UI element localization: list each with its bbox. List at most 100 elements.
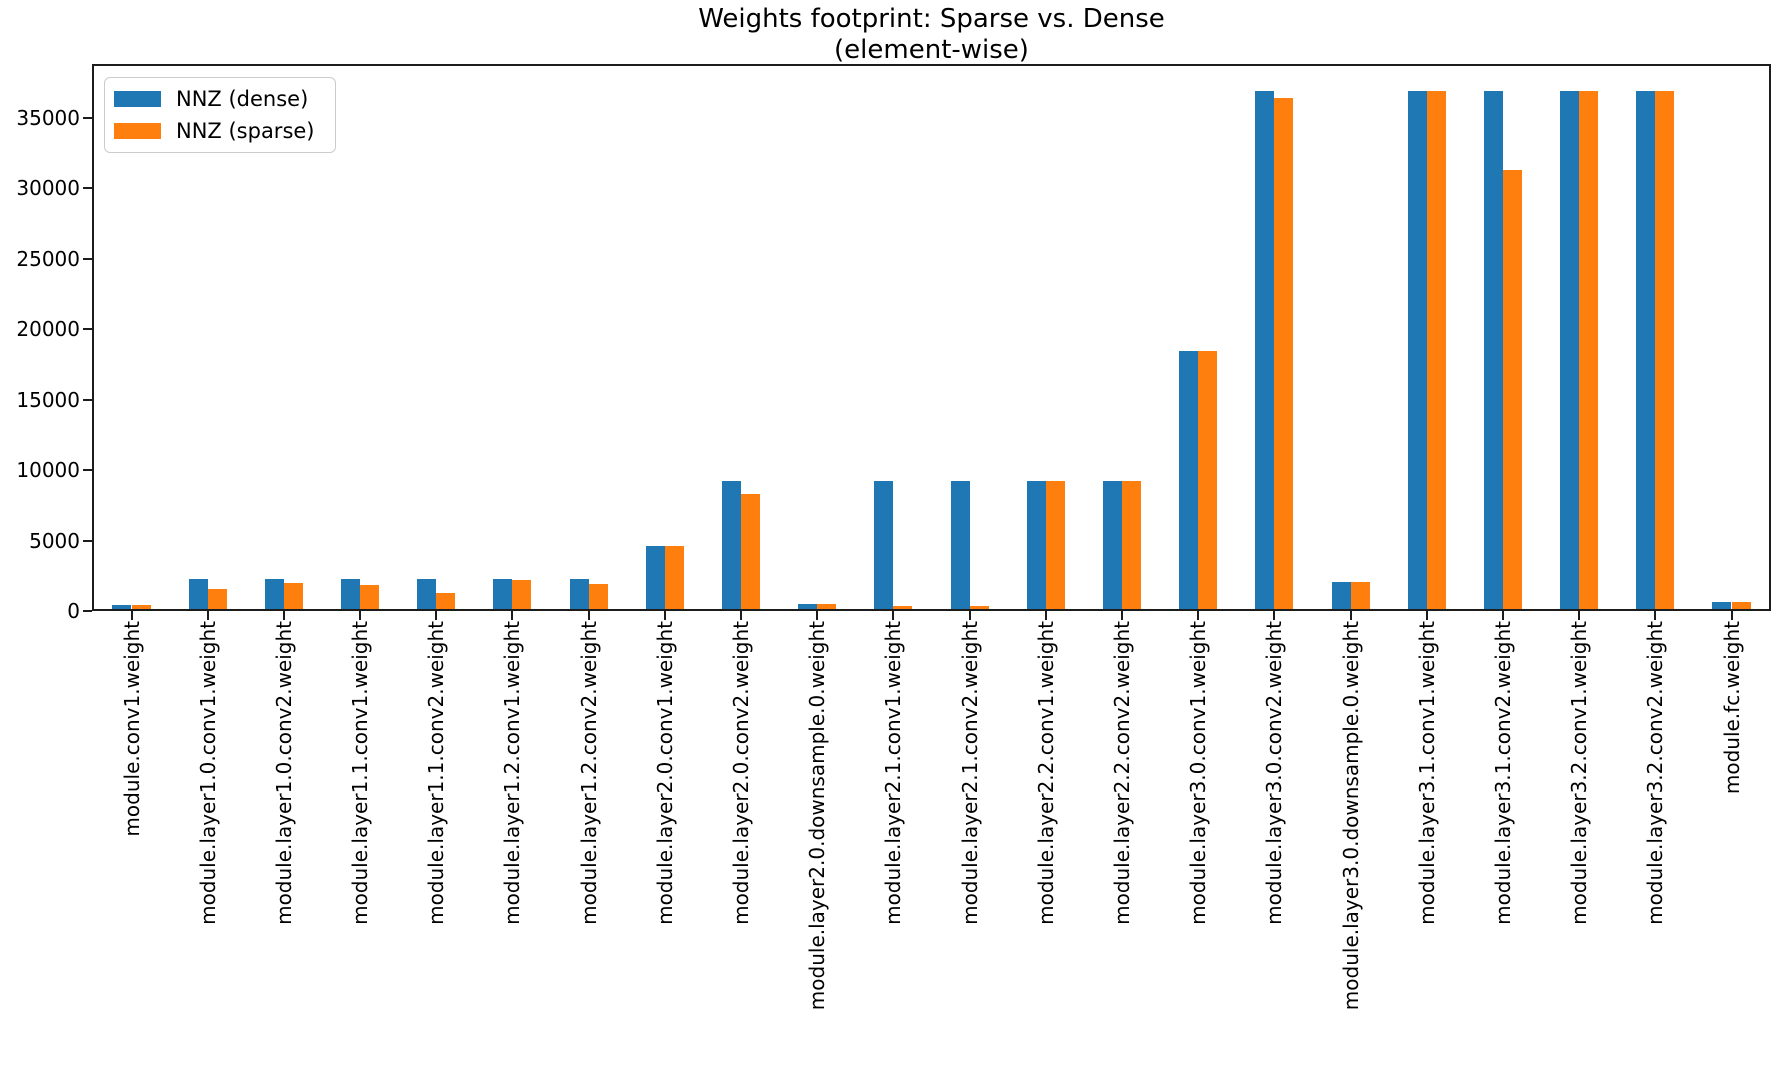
chart-title: Weights footprint: Sparse vs. Dense (ele… [92,4,1771,66]
x-tick-label: module.layer3.0.conv2.weight [1262,621,1287,925]
x-tick-mark [206,611,209,620]
y-tick-label: 35000 [16,105,80,130]
x-tick-mark [1425,611,1428,620]
x-tick-label: module.layer2.0.downsample.0.weight [805,621,830,1011]
legend-label-sparse: NNZ (sparse) [176,119,315,143]
bar-sparse-7 [664,546,684,611]
x-tick-label: module.layer1.0.conv1.weight [195,621,220,925]
x-tick-mark [892,611,895,620]
bar-sparse-11 [969,606,989,611]
y-tick-mark [83,610,92,612]
y-tick-label: 5000 [29,528,80,553]
x-tick-mark [1120,611,1123,620]
x-tick-label: module.layer1.2.conv2.weight [576,621,601,925]
bar-sparse-16 [1350,582,1370,611]
bar-dense-10 [874,481,894,611]
x-tick-label: module.fc.weight [1719,621,1744,795]
bar-dense-9 [798,603,818,611]
y-tick-label: 20000 [16,317,80,342]
bar-sparse-19 [1579,91,1599,611]
y-tick-label: 0 [67,599,80,623]
bar-dense-8 [721,481,742,611]
x-tick-mark [740,611,743,620]
x-tick-mark [1730,611,1733,620]
x-tick-mark [587,611,590,620]
legend-row-sparse: NNZ (sparse) [114,120,315,142]
x-tick-label: module.layer2.1.conv2.weight [957,621,982,925]
y-tick-mark [83,116,92,119]
x-tick-label: module.layer2.0.conv2.weight [729,621,754,925]
bar-sparse-9 [817,603,837,611]
bar-sparse-15 [1274,97,1294,611]
legend-swatch-sparse [114,123,161,139]
bar-dense-15 [1255,91,1275,611]
y-tick-mark [83,539,92,542]
bar-sparse-14 [1198,351,1218,611]
bar-dense-19 [1560,91,1580,611]
x-tick-mark [1273,611,1276,620]
x-tick-mark [663,611,666,620]
x-tick-mark [816,611,819,620]
y-tick-mark [83,328,92,331]
x-tick-label: module.layer3.2.conv1.weight [1567,621,1592,925]
y-tick-mark [83,187,92,190]
x-tick-label: module.conv1.weight [119,621,144,837]
x-tick-mark [1044,611,1047,620]
bar-dense-16 [1331,582,1351,611]
y-tick-mark [83,469,92,472]
legend-label-dense: NNZ (dense) [176,87,309,111]
legend-row-dense: NNZ (dense) [114,88,315,110]
bar-dense-13 [1102,481,1122,611]
bar-dense-5 [493,578,513,611]
bar-sparse-1 [207,589,227,611]
legend-swatch-dense [114,91,161,107]
x-tick-mark [1349,611,1352,620]
bar-dense-20 [1636,91,1656,611]
chart-title-line2: (element-wise) [834,35,1029,65]
x-tick-label: module.layer1.1.conv2.weight [424,621,449,925]
y-tick-label: 30000 [16,176,80,201]
bar-dense-6 [569,578,589,611]
bar-sparse-2 [283,582,303,611]
bar-sparse-5 [512,580,532,611]
y-tick-mark [83,257,92,260]
x-tick-label: module.layer3.2.conv2.weight [1643,621,1668,925]
bar-sparse-8 [741,494,761,611]
x-tick-label: module.layer3.1.conv2.weight [1490,621,1515,925]
plot-area: 0 5000 10000 15000 20000 25000 30000 35000 modul… [16,64,1771,1010]
bar-sparse-21 [1731,601,1751,611]
y-tick-label: 10000 [16,458,80,483]
x-tick-label: module.layer2.2.conv1.weight [1033,621,1058,925]
bar-dense-0 [112,604,132,611]
bar-dense-4 [417,578,437,611]
x-tick-label: module.layer3.1.conv1.weight [1414,621,1439,925]
bar-dense-7 [645,546,665,611]
x-tick-label: module.layer2.1.conv1.weight [881,621,906,925]
y-tick-mark [83,398,92,401]
bar-sparse-18 [1502,169,1522,611]
x-tick-mark [435,611,438,620]
bar-dense-21 [1712,601,1732,611]
bar-sparse-12 [1045,481,1065,611]
y-tick-label: 15000 [16,387,80,412]
x-tick-mark [511,611,514,620]
y-tick-label: 25000 [16,246,80,271]
x-tick-mark [282,611,285,620]
x-tick-label: module.layer2.2.conv2.weight [1109,621,1134,925]
bar-sparse-13 [1121,481,1142,611]
x-tick-mark [968,611,971,620]
x-tick-mark [1578,611,1581,620]
x-tick-label: module.layer3.0.conv1.weight [1186,621,1211,925]
bar-dense-14 [1179,351,1199,611]
x-tick-label: module.layer2.0.conv1.weight [652,621,677,925]
chart-title-line1: Weights footprint: Sparse vs. Dense [698,4,1165,34]
bar-sparse-10 [893,606,913,611]
bar-sparse-0 [131,604,151,611]
bar-sparse-3 [360,584,380,611]
x-tick-label: module.layer1.0.conv2.weight [271,621,296,925]
bar-dense-2 [264,578,284,611]
x-tick-mark [359,611,362,620]
x-tick-mark [1501,611,1504,620]
legend: NNZ (dense) NNZ (sparse) [104,77,336,153]
